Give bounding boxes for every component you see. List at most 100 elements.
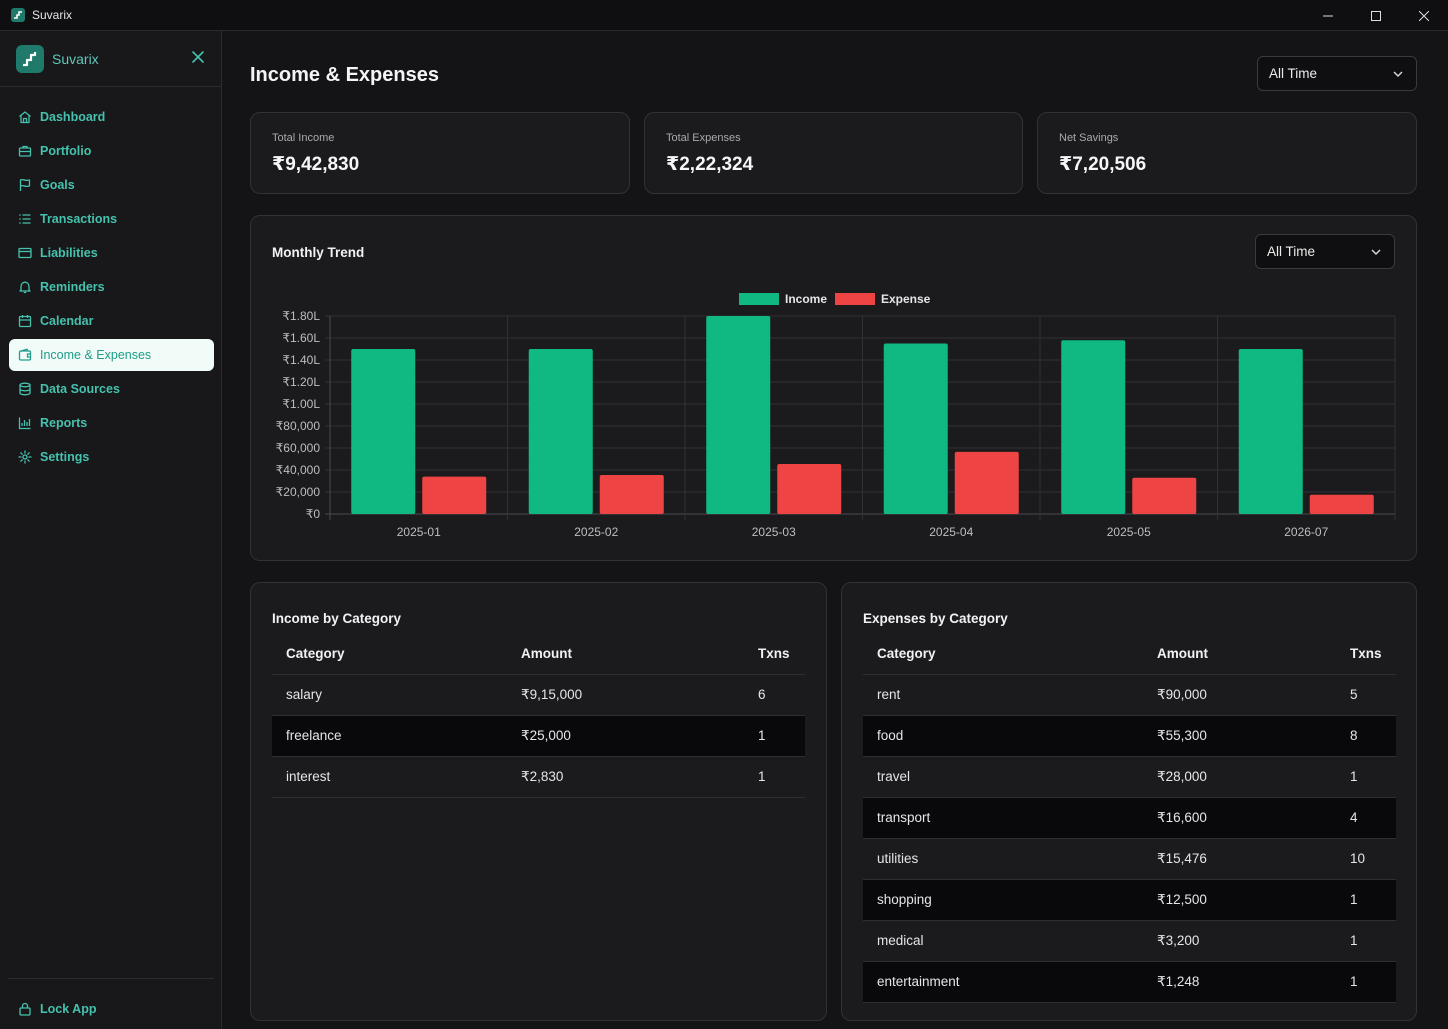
txns-cell: 1	[744, 715, 805, 757]
stat-value: ₹9,42,830	[272, 154, 360, 175]
y-tick-label: ₹1.20L	[282, 375, 320, 389]
flag-icon	[19, 178, 31, 191]
table-row: salary ₹9,15,000 6	[272, 674, 805, 716]
expense-table-title: Expenses by Category	[863, 611, 1008, 626]
txns-cell: 6	[744, 674, 805, 716]
sidebar-item-liabilities[interactable]: Liabilities	[9, 237, 214, 269]
column-header: Amount	[507, 633, 744, 675]
stat-label: Total Expenses	[666, 132, 741, 144]
legend-label: Expense	[881, 292, 931, 306]
income-category-table: Category Amount Txns salary ₹9,15,000 6 fre…	[272, 633, 805, 798]
table-row: shopping ₹12,500 1	[863, 879, 1396, 921]
category-cell: food	[863, 715, 1143, 757]
chevron-down-icon	[1371, 249, 1381, 255]
briefcase-icon	[18, 145, 32, 157]
amount-cell: ₹90,000	[1143, 674, 1336, 716]
txns-cell: 1	[1336, 920, 1396, 962]
sidebar-item-reports[interactable]: Reports	[9, 407, 214, 439]
home-icon	[19, 111, 31, 124]
trend-period-select[interactable]: All Time	[1255, 234, 1395, 269]
column-header: Txns	[744, 633, 805, 675]
column-header: Txns	[1336, 633, 1396, 675]
legend-swatch	[835, 293, 875, 305]
amount-cell: ₹3,200	[1143, 920, 1336, 962]
page-title: Income & Expenses	[250, 64, 439, 86]
main-content: Income & Expenses All Time Total Income …	[222, 31, 1448, 1029]
stat-label: Net Savings	[1059, 132, 1119, 144]
sidebar-item-goals[interactable]: Goals	[9, 169, 214, 201]
sidebar-item-transactions[interactable]: Transactions	[9, 203, 214, 235]
stat-card-net-savings: Net Savings ₹7,20,506	[1037, 112, 1417, 194]
table-row: freelance ₹25,000 1	[272, 715, 805, 757]
sidebar-item-calendar[interactable]: Calendar	[9, 305, 214, 337]
txns-cell: 10	[1336, 838, 1396, 880]
legend-swatch	[739, 293, 779, 305]
sidebar: Suvarix Dashboard Portfolio Goals Transa…	[0, 31, 222, 1029]
monthly-trend-chart: ₹0 ₹20,000 ₹40,000 ₹60,000 ₹80,000 ₹1.00L ₹1.2…	[276, 292, 1396, 539]
x-tick-label: 2025-01	[397, 525, 441, 539]
window-titlebar: Suvarix	[0, 0, 1448, 31]
close-window-button[interactable]	[1400, 0, 1448, 31]
period-select[interactable]: All Time	[1257, 56, 1417, 91]
lock-app-button[interactable]: Lock App	[8, 993, 214, 1025]
app-logo-icon	[11, 8, 25, 22]
legend-label: Income	[785, 292, 827, 306]
y-tick-label: ₹1.40L	[282, 353, 320, 367]
y-tick-label: ₹1.80L	[282, 309, 320, 323]
sidebar-item-label: Calendar	[40, 314, 94, 328]
column-header: Category	[272, 633, 507, 675]
category-cell: freelance	[272, 715, 507, 757]
sidebar-item-settings[interactable]: Settings	[9, 441, 214, 473]
close-sidebar-icon[interactable]	[191, 50, 205, 64]
stat-label: Total Income	[272, 132, 335, 144]
x-tick-label: 2025-03	[752, 525, 796, 539]
txns-cell: 8	[1336, 715, 1396, 757]
table-row: utilities ₹15,476 10	[863, 838, 1396, 880]
stat-value: ₹7,20,506	[1059, 154, 1147, 175]
monthly-trend-card: Monthly Trend All Time ₹0 ₹20,000 ₹40,000 ₹…	[250, 215, 1417, 561]
sidebar-item-label: Income & Expenses	[40, 348, 152, 362]
sidebar-item-data-sources[interactable]: Data Sources	[9, 373, 214, 405]
stat-card-total-expenses: Total Expenses ₹2,22,324	[644, 112, 1023, 194]
amount-cell: ₹55,300	[1143, 715, 1336, 757]
table-row: entertainment ₹1,248 1	[863, 961, 1396, 1003]
sidebar-item-portfolio[interactable]: Portfolio	[9, 135, 214, 167]
amount-cell: ₹16,600	[1143, 797, 1336, 839]
period-select-value: All Time	[1269, 66, 1318, 81]
income-bar	[528, 349, 593, 514]
maximize-button[interactable]	[1352, 0, 1400, 31]
category-cell: travel	[863, 756, 1143, 798]
amount-cell: ₹9,15,000	[507, 674, 744, 716]
expense-category-table: Category Amount Txns rent ₹90,000 5 food ₹55…	[863, 633, 1396, 1003]
income-bar	[351, 349, 416, 514]
gear-icon	[18, 450, 32, 464]
y-tick-label: ₹60,000	[276, 441, 321, 455]
txns-cell: 1	[1336, 756, 1396, 798]
database-icon	[19, 382, 31, 396]
stat-value: ₹2,22,324	[666, 154, 754, 175]
txns-cell: 1	[744, 756, 805, 798]
y-tick-label: ₹1.00L	[282, 397, 320, 411]
expense-bar	[422, 476, 487, 514]
y-tick-label: ₹80,000	[276, 419, 321, 433]
txns-cell: 1	[1336, 879, 1396, 921]
x-tick-label: 2025-04	[929, 525, 973, 539]
sidebar-item-label: Liabilities	[40, 246, 98, 260]
sidebar-item-dashboard[interactable]: Dashboard	[9, 101, 214, 133]
x-tick-label: 2025-02	[574, 525, 618, 539]
monthly-trend-title: Monthly Trend	[272, 245, 365, 260]
sidebar-item-reminders[interactable]: Reminders	[9, 271, 214, 303]
category-cell: shopping	[863, 879, 1143, 921]
minimize-button[interactable]	[1304, 0, 1352, 31]
income-bar	[706, 316, 771, 514]
amount-cell: ₹2,830	[507, 756, 744, 798]
amount-cell: ₹12,500	[1143, 879, 1336, 921]
category-cell: rent	[863, 674, 1143, 716]
amount-cell: ₹25,000	[507, 715, 744, 757]
trend-period-select-value: All Time	[1267, 244, 1316, 259]
amount-cell: ₹1,248	[1143, 961, 1336, 1003]
expense-bar	[1132, 477, 1197, 514]
category-cell: transport	[863, 797, 1143, 839]
sidebar-item-income-expenses[interactable]: Income & Expenses	[9, 339, 214, 371]
amount-cell: ₹28,000	[1143, 756, 1336, 798]
